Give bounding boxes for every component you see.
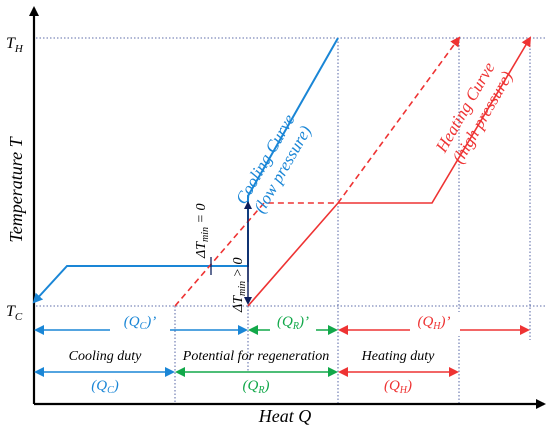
segment-qc: (QC) (91, 378, 119, 396)
segment-qr: (QR) (243, 378, 270, 396)
delta-tmin-zero-label: ΔTmin = 0 (194, 204, 211, 259)
segment-qh-primed: (QH)’ (417, 314, 450, 332)
cooling-curve-label: Cooling Curve (low pressure) (232, 111, 315, 217)
heating-curve-dashed (174, 36, 461, 307)
heating-curve-label: Heating Curve (high pressure) (431, 59, 516, 167)
delta-tmin-pos-label: ΔTmin > 0 (231, 258, 248, 313)
segment-qh: (QH) (384, 378, 412, 396)
t-h-label: TH (6, 35, 24, 55)
x-axis-label: Heat Q (258, 406, 312, 426)
segment-qc-primed: (QC)’ (124, 314, 157, 332)
segment-label-bg-h (378, 376, 418, 396)
segment-qr-primed: (QR)’ (277, 314, 309, 332)
t-c-label: TC (6, 303, 23, 323)
heating-curve-solid (247, 36, 532, 307)
segment-label-bg-c (82, 376, 128, 396)
primed-label-bg-c (110, 312, 170, 336)
heating-duty-label: Heating duty (361, 349, 435, 364)
primed-label-bg-r (270, 312, 316, 336)
cooling-duty-label: Cooling duty (69, 349, 143, 364)
y-axis-label: Temperature T (6, 135, 26, 242)
regen-potential-label: Potential for regeneration (182, 349, 329, 364)
primed-label-bg-h (410, 312, 460, 336)
segment-label-bg-r (236, 376, 276, 396)
